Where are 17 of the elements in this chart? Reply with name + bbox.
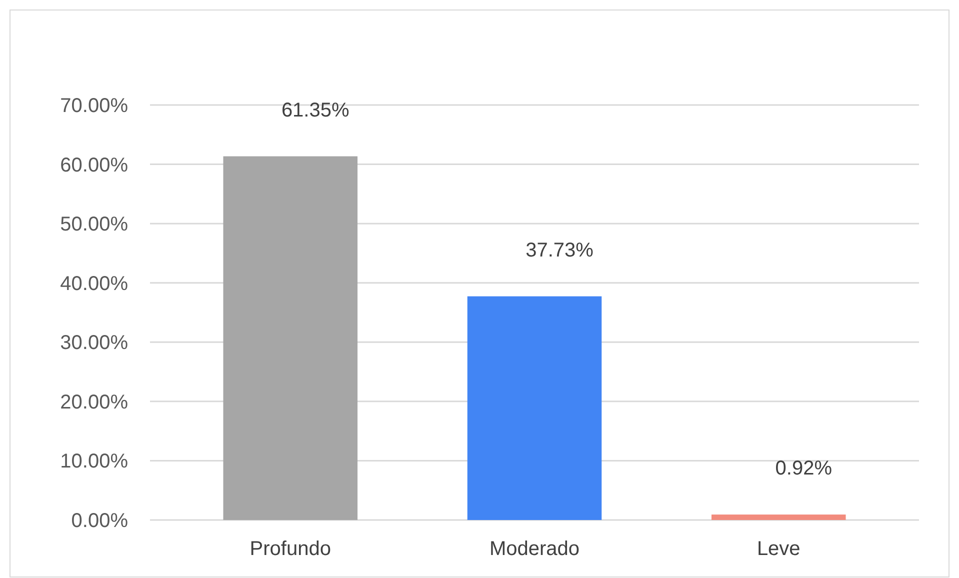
y-tick-label: 60.00% (60, 154, 128, 176)
y-tick-label: 10.00% (60, 450, 128, 473)
bar (467, 296, 602, 520)
x-tick-label: Moderado (489, 538, 580, 560)
data-label: 0.92% (775, 458, 832, 480)
data-label: 61.35% (281, 99, 350, 122)
y-tick-label: 70.00% (60, 95, 128, 117)
y-tick-label: 30.00% (60, 332, 128, 354)
y-tick-label: 50.00% (60, 214, 128, 236)
bar (223, 156, 358, 520)
y-tick-label: 20.00% (60, 391, 128, 414)
x-tick-label: Profundo (250, 538, 331, 560)
data-label: 37.73% (526, 239, 594, 262)
y-tick-label: 40.00% (60, 272, 128, 295)
x-tick-label: Leve (756, 538, 800, 560)
bar (711, 514, 846, 520)
y-tick-label: 0.00% (71, 510, 128, 532)
